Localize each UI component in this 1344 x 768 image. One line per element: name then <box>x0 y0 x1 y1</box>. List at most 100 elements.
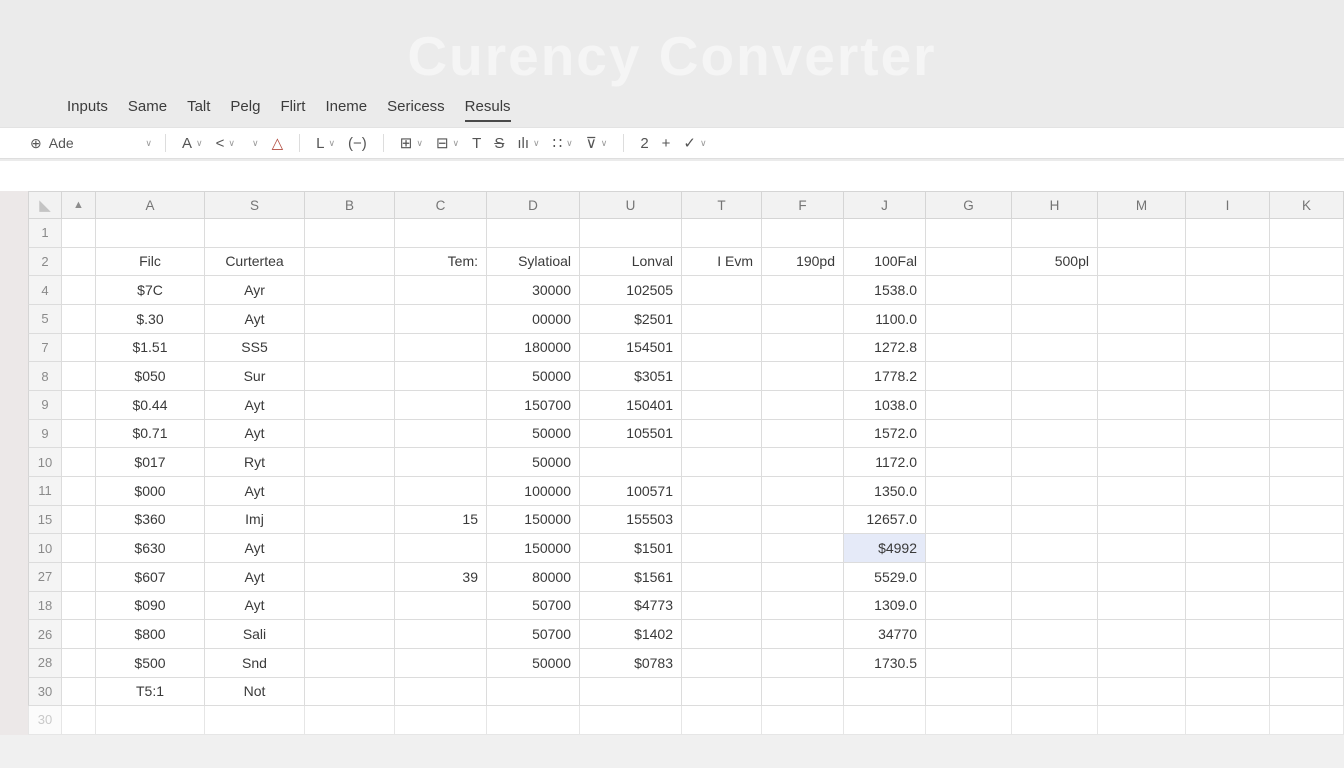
cell[interactable] <box>682 620 762 649</box>
cell[interactable]: $1.51 <box>96 333 205 363</box>
cell[interactable]: Sur <box>205 362 305 391</box>
cell[interactable]: 80000 <box>487 562 580 592</box>
cell[interactable]: Ryt <box>205 448 305 477</box>
cell[interactable] <box>395 620 487 649</box>
row-header[interactable]: 11 <box>28 476 62 506</box>
cell[interactable] <box>1270 219 1344 248</box>
cell[interactable] <box>1270 276 1344 305</box>
cell[interactable] <box>1186 247 1270 277</box>
tab-ineme[interactable]: Ineme <box>325 98 368 115</box>
cell[interactable] <box>682 333 762 363</box>
cell[interactable] <box>1186 219 1270 248</box>
cell[interactable] <box>305 247 395 277</box>
cell[interactable] <box>395 419 487 449</box>
cell[interactable] <box>926 333 1012 363</box>
cell[interactable] <box>395 448 487 477</box>
cell[interactable] <box>62 591 96 621</box>
cell[interactable] <box>62 648 96 678</box>
globe-icon[interactable]: ⊕ Ade ∨ <box>30 135 152 151</box>
cell[interactable] <box>762 276 844 305</box>
cell[interactable] <box>1012 706 1098 735</box>
row-header[interactable]: 30 <box>28 706 62 735</box>
cell[interactable]: 1309.0 <box>844 591 926 621</box>
cell[interactable] <box>1098 476 1186 506</box>
cell[interactable]: $090 <box>96 591 205 621</box>
cell[interactable] <box>1098 505 1186 535</box>
row-header[interactable]: 28 <box>28 648 62 678</box>
cell[interactable]: 50700 <box>487 620 580 649</box>
cell[interactable] <box>926 448 1012 477</box>
cell[interactable] <box>305 333 395 363</box>
tab-inputs[interactable]: Inputs <box>67 98 108 115</box>
column-header-h[interactable]: H <box>1012 191 1098 219</box>
cell[interactable] <box>762 476 844 506</box>
tab-resuls[interactable]: Resuls <box>464 98 511 122</box>
select-all-icon[interactable]: ◣ <box>28 191 62 219</box>
cell[interactable] <box>762 648 844 678</box>
cell[interactable]: 150000 <box>487 534 580 563</box>
cell[interactable] <box>305 276 395 305</box>
cell[interactable]: 102505 <box>580 276 682 305</box>
cell[interactable] <box>1270 648 1344 678</box>
cell[interactable]: $500 <box>96 648 205 678</box>
cell[interactable] <box>580 448 682 477</box>
cell[interactable]: 1100.0 <box>844 304 926 334</box>
font-style-icon[interactable]: A ∨ <box>179 136 206 151</box>
cell[interactable] <box>762 390 844 420</box>
cell[interactable]: 150401 <box>580 390 682 420</box>
cell[interactable]: $1402 <box>580 620 682 649</box>
cell[interactable] <box>926 505 1012 535</box>
font-color-icon[interactable]: △ <box>269 136 287 151</box>
column-header-c[interactable]: C <box>395 191 487 219</box>
cell[interactable] <box>1098 562 1186 592</box>
column-header-d[interactable]: D <box>487 191 580 219</box>
cell[interactable]: $1561 <box>580 562 682 592</box>
cell[interactable] <box>762 304 844 334</box>
cell[interactable] <box>1098 304 1186 334</box>
cell[interactable] <box>926 362 1012 391</box>
merge-cells-icon[interactable]: ⊟ ∨ <box>433 136 462 151</box>
cell[interactable]: Ayt <box>205 304 305 334</box>
cell[interactable]: Curtertea <box>205 247 305 277</box>
cell[interactable] <box>844 219 926 248</box>
row-header[interactable]: 30 <box>28 677 62 707</box>
cell[interactable] <box>1098 591 1186 621</box>
cell[interactable] <box>487 677 580 707</box>
cell[interactable]: $607 <box>96 562 205 592</box>
cell[interactable]: Ayt <box>205 534 305 563</box>
cell[interactable] <box>1270 419 1344 449</box>
cell[interactable] <box>926 706 1012 735</box>
cell[interactable]: 50000 <box>487 419 580 449</box>
tab-same[interactable]: Same <box>127 98 168 115</box>
column-header-t[interactable]: T <box>682 191 762 219</box>
cell[interactable] <box>682 362 762 391</box>
cell[interactable] <box>1270 620 1344 649</box>
cell[interactable]: 155503 <box>580 505 682 535</box>
cell[interactable] <box>1012 505 1098 535</box>
cell[interactable] <box>305 648 395 678</box>
cell[interactable] <box>1270 534 1344 563</box>
cell[interactable] <box>1012 390 1098 420</box>
cell[interactable]: 500pl <box>1012 247 1098 277</box>
cell[interactable] <box>205 706 305 735</box>
cell[interactable] <box>62 276 96 305</box>
cell[interactable] <box>1012 304 1098 334</box>
cell[interactable]: $1501 <box>580 534 682 563</box>
cell[interactable] <box>926 247 1012 277</box>
cell[interactable] <box>762 419 844 449</box>
cell[interactable] <box>395 276 487 305</box>
add-icon[interactable]: + <box>659 136 674 151</box>
cell[interactable] <box>1270 562 1344 592</box>
cell[interactable] <box>762 562 844 592</box>
cell[interactable]: $2501 <box>580 304 682 334</box>
pen-icon[interactable]: 2 <box>637 136 651 151</box>
cell[interactable] <box>1012 591 1098 621</box>
cell[interactable] <box>96 219 205 248</box>
cell[interactable] <box>926 620 1012 649</box>
cell[interactable] <box>1186 620 1270 649</box>
cell[interactable] <box>1098 534 1186 563</box>
table-icon[interactable]: ⊞ ∨ <box>397 136 426 151</box>
cell[interactable]: $4773 <box>580 591 682 621</box>
cell[interactable]: 34770 <box>844 620 926 649</box>
cell[interactable] <box>395 333 487 363</box>
